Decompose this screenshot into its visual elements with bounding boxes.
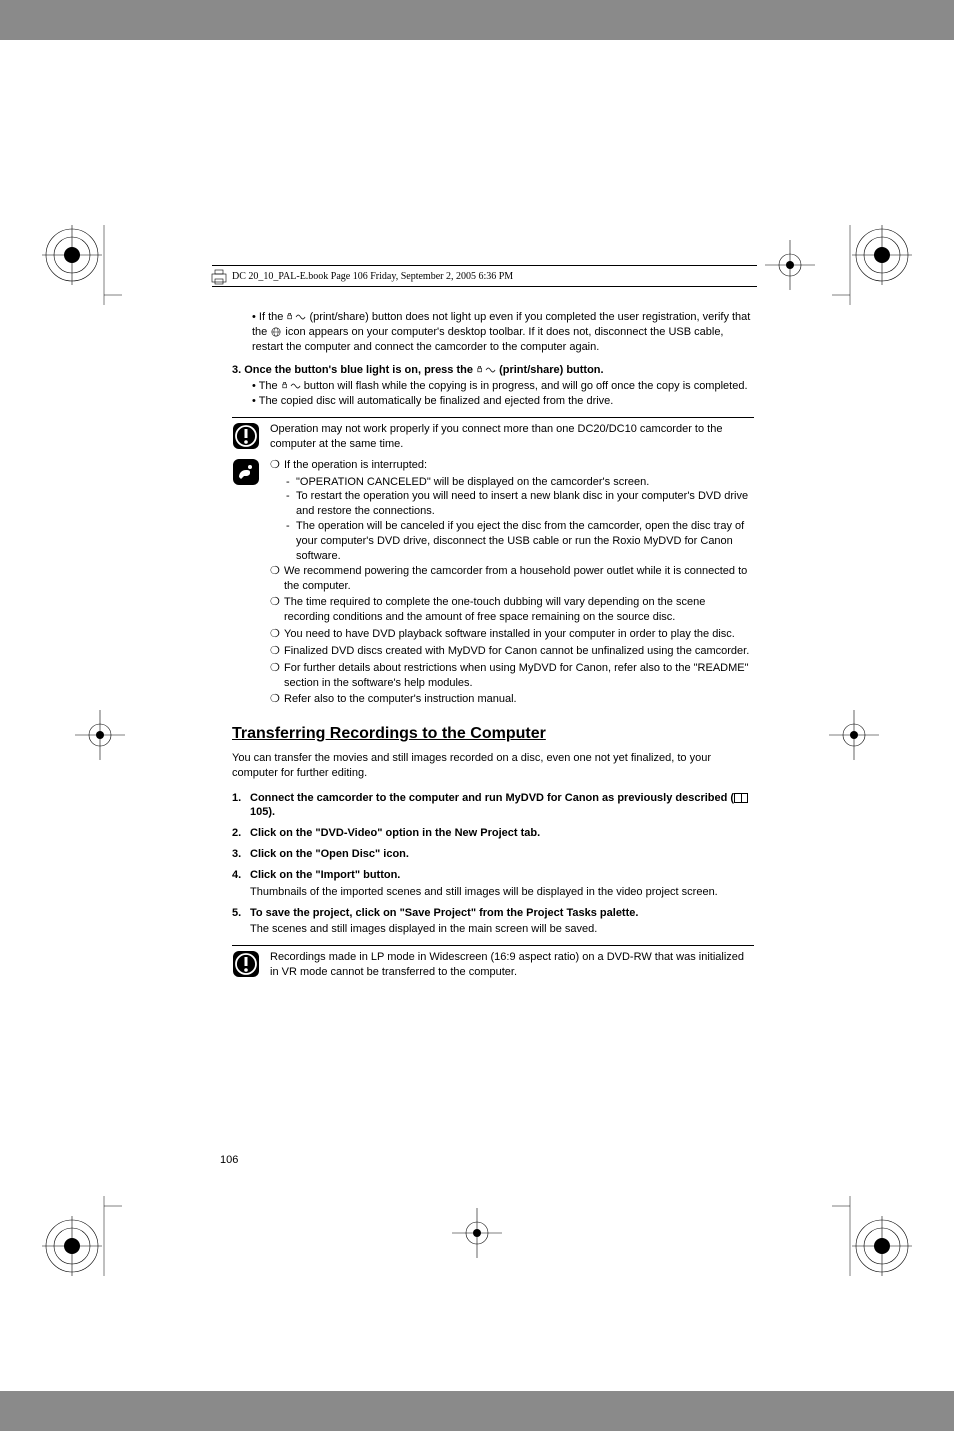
crosshair-bottom [447, 1203, 507, 1263]
notes-list: ❍If the operation is interrupted: -"OPERA… [270, 458, 754, 710]
warning-icon [232, 422, 260, 450]
note-sub-item: -The operation will be canceled if you e… [286, 519, 754, 564]
section-intro: You can transfer the movies and still im… [232, 751, 754, 781]
page-number: 106 [220, 1154, 238, 1166]
divider [232, 945, 754, 946]
numbered-step: 3.Click on the "Open Disc" icon. [232, 847, 754, 862]
warning-icon [232, 950, 260, 978]
note-item: ❍For further details about restrictions … [270, 661, 754, 691]
note-sub-item: -To restart the operation you will need … [286, 489, 754, 519]
print-share-icon [476, 365, 496, 375]
crop-mark-bl [42, 1196, 122, 1276]
warning-1-text: Operation may not work properly if you c… [270, 422, 754, 452]
print-share-icon [286, 312, 306, 322]
note-item: ❍Refer also to the computer's instructio… [270, 692, 754, 707]
crosshair-right [824, 705, 884, 765]
step-3-body: • The button will flash while the copyin… [252, 379, 754, 409]
header-text: DC 20_10_PAL-E.book Page 106 Friday, Sep… [232, 271, 513, 282]
note-item: ❍The time required to complete the one-t… [270, 595, 754, 625]
note-sub-item: -"OPERATION CANCELED" will be displayed … [286, 475, 754, 490]
numbered-step: 5.To save the project, click on "Save Pr… [232, 906, 754, 938]
note-callout: ❍If the operation is interrupted: -"OPERA… [232, 458, 754, 710]
warning-2-text: Recordings made in LP mode in Widescreen… [270, 950, 754, 980]
header-bar: DC 20_10_PAL-E.book Page 106 Friday, Sep… [212, 265, 757, 287]
note-item: ❍You need to have DVD playback software … [270, 627, 754, 642]
section-heading: Transferring Recordings to the Computer [232, 723, 754, 745]
crop-mark-tr [832, 225, 912, 305]
note-item: ❍If the operation is interrupted: [270, 458, 754, 473]
crop-mark-tl [42, 225, 122, 305]
content-area: • If the (print/share) button does not l… [232, 310, 754, 984]
page: DC 20_10_PAL-E.book Page 106 Friday, Sep… [0, 40, 954, 1391]
intro-bullet: • If the (print/share) button does not l… [252, 310, 754, 355]
globe-icon [270, 327, 282, 337]
numbered-step: 4.Click on the "Import" button.Thumbnail… [232, 868, 754, 900]
numbered-step: 2.Click on the "DVD-Video" option in the… [232, 826, 754, 841]
numbered-step: 1.Connect the camcorder to the computer … [232, 791, 754, 821]
warning-callout-2: Recordings made in LP mode in Widescreen… [232, 950, 754, 980]
crop-mark-br [832, 1196, 912, 1276]
crosshair-top-right [760, 235, 820, 295]
note-item: ❍We recommend powering the camcorder fro… [270, 564, 754, 594]
book-ref-icon [734, 793, 748, 803]
warning-callout-1: Operation may not work properly if you c… [232, 422, 754, 452]
note-icon [232, 458, 260, 486]
note-item: ❍Finalized DVD discs created with MyDVD … [270, 644, 754, 659]
framemaker-icon [210, 268, 228, 286]
divider [232, 417, 754, 418]
step-3-heading: 3. Once the button's blue light is on, p… [232, 363, 754, 378]
print-share-icon [281, 381, 301, 391]
steps-list: 1.Connect the camcorder to the computer … [232, 791, 754, 938]
crosshair-left [70, 705, 130, 765]
step-3-bullet-2: • The copied disc will automatically be … [252, 394, 754, 409]
